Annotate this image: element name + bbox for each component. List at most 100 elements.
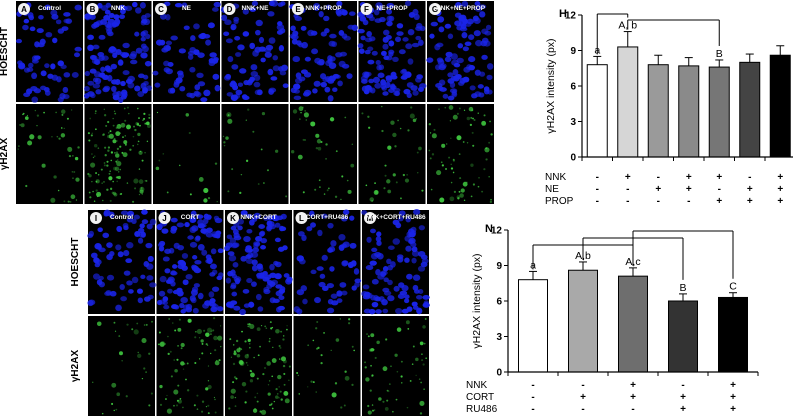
foci — [284, 398, 290, 404]
nucleus — [146, 85, 153, 92]
micrograph-background — [16, 104, 83, 204]
nucleus — [103, 85, 111, 91]
foci — [34, 109, 37, 112]
foci — [205, 332, 210, 337]
nucleus — [453, 75, 460, 82]
nucleus — [371, 301, 379, 308]
foci — [441, 164, 444, 167]
nucleus — [237, 218, 244, 225]
treatment-sign: + — [625, 172, 631, 183]
nucleus — [281, 64, 288, 72]
foci — [418, 146, 422, 151]
panel-letter-badge — [155, 3, 167, 15]
nucleus — [159, 275, 167, 283]
foci — [419, 412, 423, 415]
foci — [416, 151, 419, 154]
panel-title: CORT — [181, 214, 199, 221]
foci — [207, 384, 212, 390]
nucleus — [392, 238, 400, 245]
nucleus — [140, 52, 148, 59]
foci — [347, 189, 352, 194]
nucleus — [23, 18, 30, 24]
foci — [97, 193, 100, 196]
micrograph-background — [156, 316, 224, 416]
foci — [244, 340, 247, 343]
foci — [94, 128, 97, 131]
nucleus — [318, 281, 326, 288]
nucleus — [57, 60, 65, 67]
foci — [448, 105, 454, 110]
nucleus — [217, 248, 224, 254]
foci — [415, 357, 419, 362]
foci — [113, 409, 115, 412]
foci — [96, 321, 102, 327]
foci — [141, 338, 147, 344]
foci — [383, 187, 386, 190]
foci — [280, 398, 283, 401]
panel-letter-k: K — [230, 214, 236, 223]
foci — [131, 328, 134, 331]
nucleus — [387, 279, 393, 286]
foci — [203, 329, 206, 332]
nucleus — [370, 294, 376, 301]
foci — [271, 358, 277, 363]
nucleus — [330, 240, 337, 247]
bar-3 — [647, 64, 669, 158]
foci — [220, 345, 222, 348]
nucleus — [397, 256, 404, 263]
foci — [275, 387, 278, 391]
foci — [244, 401, 247, 404]
nucleus — [57, 97, 64, 103]
foci — [129, 148, 132, 151]
treatment-sign: + — [777, 172, 783, 183]
nucleus — [231, 64, 239, 70]
foci — [277, 374, 282, 380]
panel-title: NNK+CORT — [240, 214, 276, 221]
panel-letter-e: E — [295, 5, 301, 14]
foci — [116, 392, 121, 397]
foci — [320, 354, 323, 357]
nucleus — [125, 258, 133, 264]
nucleus — [371, 278, 379, 285]
nucleus — [210, 248, 217, 255]
nucleus — [328, 40, 336, 47]
panel-letter-a: A — [21, 5, 27, 14]
foci — [318, 179, 321, 182]
nucleus — [171, 304, 178, 310]
nucleus — [413, 13, 420, 21]
nucleus — [406, 273, 413, 280]
nucleus — [106, 274, 115, 281]
foci — [278, 344, 281, 348]
nucleus — [176, 222, 185, 228]
foci — [351, 143, 353, 145]
nucleus — [404, 298, 410, 304]
nucleus — [257, 265, 264, 272]
foci — [253, 356, 255, 359]
nucleus — [341, 290, 348, 296]
nucleus — [426, 57, 434, 63]
nucleus — [377, 4, 383, 12]
foci — [419, 400, 425, 406]
foci — [463, 199, 466, 201]
foci — [315, 147, 319, 150]
nucleus — [45, 32, 53, 38]
nucleus — [324, 75, 331, 82]
nucleus — [130, 59, 138, 65]
foci — [179, 397, 182, 400]
foci — [109, 130, 112, 133]
nucleus — [251, 0, 258, 7]
nucleus — [253, 74, 261, 81]
foci — [381, 105, 383, 108]
foci — [116, 176, 119, 179]
micrograph-k-hoescht — [224, 210, 293, 316]
foci — [254, 396, 257, 399]
foci — [113, 321, 116, 324]
nucleus — [120, 89, 128, 96]
nucleus — [104, 9, 111, 15]
foci — [123, 140, 128, 145]
nucleus — [260, 245, 267, 250]
micrograph-a-hoescht — [15, 1, 83, 103]
nucleus — [89, 68, 97, 74]
foci — [422, 325, 426, 329]
micrograph-c-hoescht — [152, 1, 221, 103]
